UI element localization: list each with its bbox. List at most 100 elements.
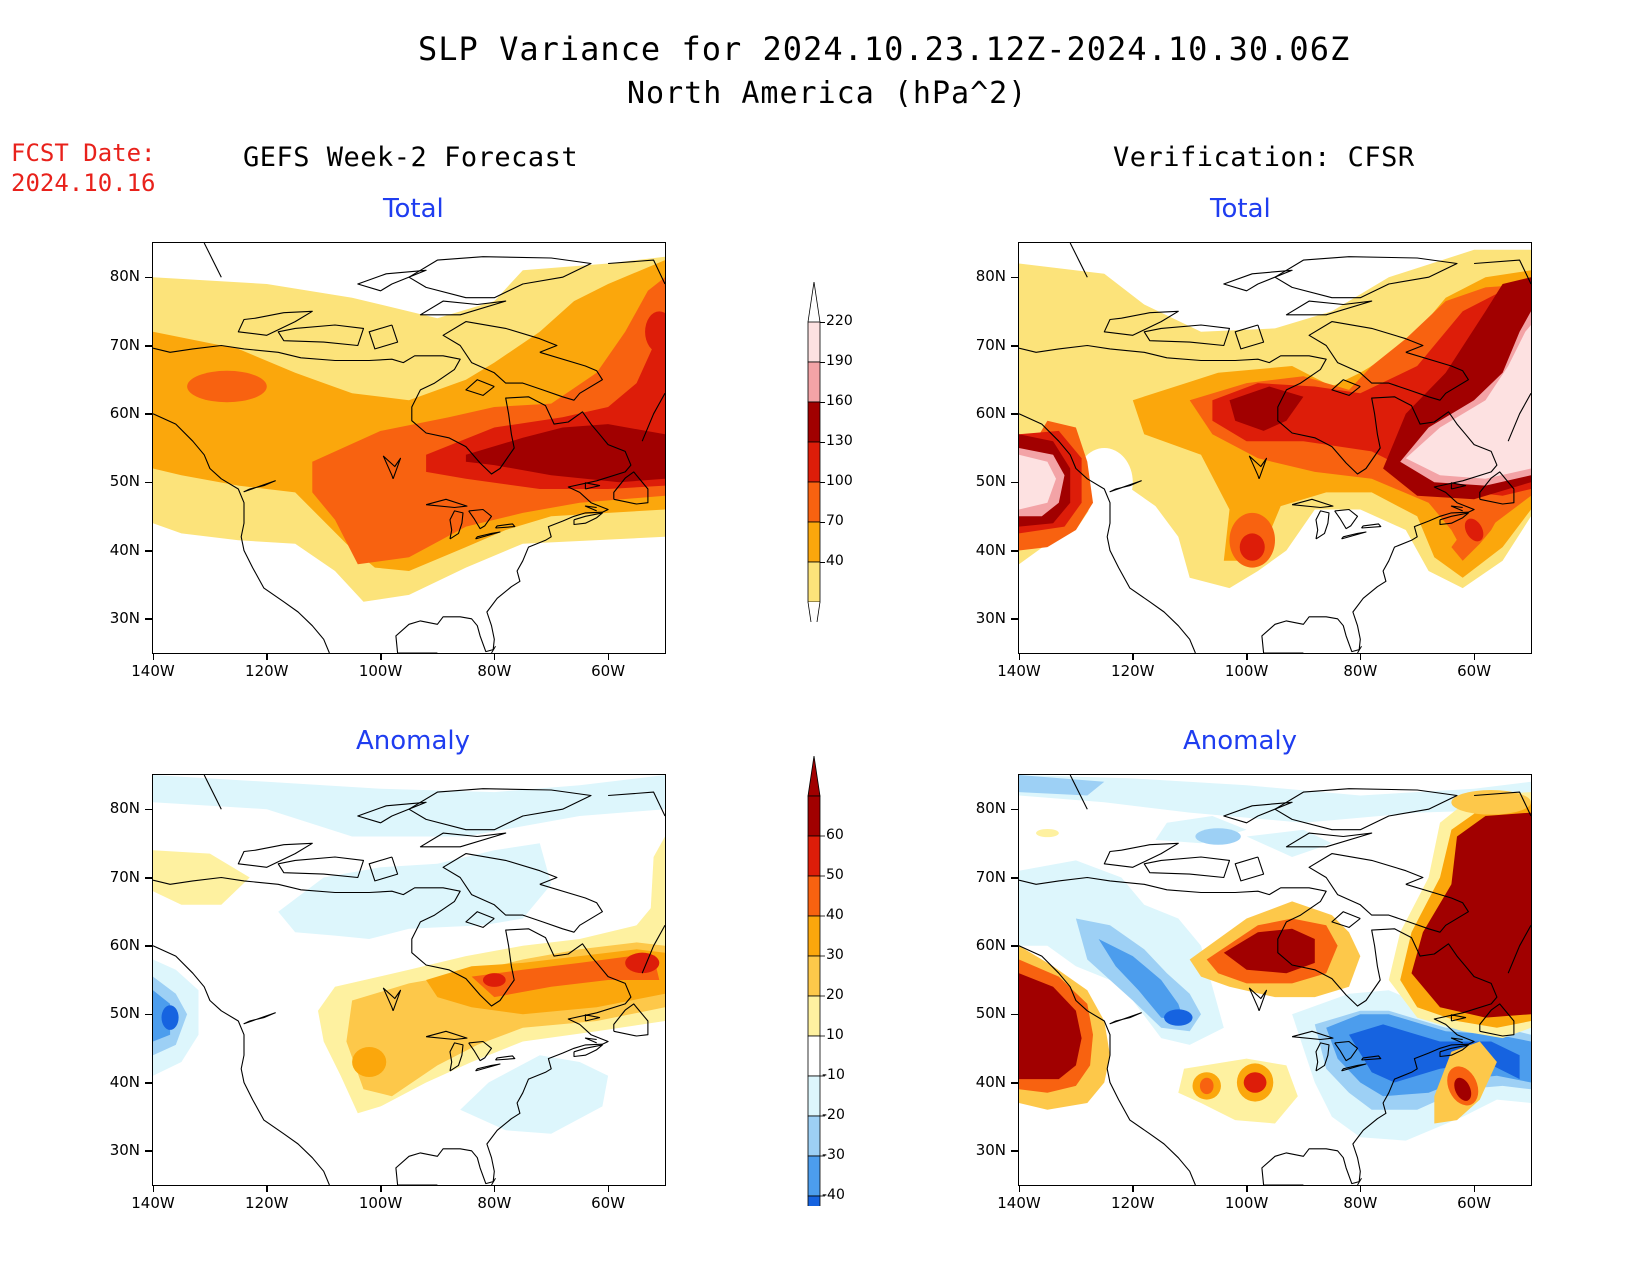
colorbar-tick xyxy=(820,482,825,483)
contour-fill xyxy=(1454,1077,1472,1101)
x-tick xyxy=(1018,1185,1020,1192)
coastline xyxy=(1019,413,1196,653)
right-column-title: Verification: CFSR xyxy=(1113,142,1415,173)
contour-fill xyxy=(1246,829,1332,857)
x-tick xyxy=(266,1185,268,1192)
y-tick xyxy=(1011,1013,1018,1016)
coastline xyxy=(465,911,495,928)
contour-fill xyxy=(1019,973,1082,1080)
contour-fills xyxy=(1019,775,1531,1141)
colorbar-segment xyxy=(807,481,821,523)
coastline xyxy=(153,876,632,1185)
coastlines xyxy=(153,775,665,1185)
contour-fill xyxy=(278,843,552,939)
coastline xyxy=(419,300,507,316)
x-tick xyxy=(1018,653,1020,660)
y-tick xyxy=(145,808,152,811)
colorbar-segment xyxy=(807,401,821,443)
x-tick-label: 60W xyxy=(591,662,626,680)
coastline xyxy=(1315,510,1330,540)
y-tick-label: 30N xyxy=(109,608,140,627)
coastline xyxy=(573,512,603,526)
coastline xyxy=(1103,842,1179,868)
x-tick-label: 140W xyxy=(131,662,175,680)
left-column-title: GEFS Week-2 Forecast xyxy=(243,142,579,173)
y-tick xyxy=(145,1150,152,1152)
colorbar-segment xyxy=(807,1155,821,1197)
x-tick-label: 120W xyxy=(245,1194,289,1212)
x-tick xyxy=(493,653,496,660)
coastline xyxy=(203,775,222,810)
coastline xyxy=(1474,259,1531,285)
coastline xyxy=(237,310,313,336)
contour-fills xyxy=(1019,249,1531,589)
coastline xyxy=(465,379,495,396)
coastline xyxy=(1341,531,1367,540)
fcst-date-label: FCST Date: xyxy=(11,139,156,167)
coastline xyxy=(1234,856,1265,882)
map-svg-fcst-total xyxy=(153,243,665,653)
coastline xyxy=(1223,269,1293,292)
y-tick xyxy=(145,345,152,347)
y-tick-label: 80N xyxy=(109,799,140,818)
x-tick xyxy=(152,1185,154,1192)
colorbar-anomaly-label: 20 xyxy=(826,987,844,1003)
contour-fills xyxy=(153,256,665,602)
x-tick xyxy=(1246,1185,1248,1192)
coastline xyxy=(1450,1037,1463,1044)
y-tick xyxy=(1011,413,1018,415)
x-tick-label: 60W xyxy=(591,1194,626,1212)
contour-fill xyxy=(1164,1009,1193,1026)
coastline xyxy=(1331,379,1361,396)
colorbar-tick xyxy=(820,442,825,443)
coastline xyxy=(584,482,601,490)
map-panel-fcst-anomaly xyxy=(152,774,666,1186)
x-tick-label: 100W xyxy=(1224,662,1269,680)
x-tick-label: 80W xyxy=(1343,1194,1378,1212)
x-tick xyxy=(493,1185,496,1192)
x-tick xyxy=(1473,1185,1476,1192)
x-tick-label: 80W xyxy=(1343,662,1378,680)
x-tick-label: 80W xyxy=(477,1194,512,1212)
colorbar-segment xyxy=(807,835,821,877)
anomaly-colorbar xyxy=(807,756,825,1206)
coastline xyxy=(1439,1044,1469,1058)
coastline xyxy=(1274,788,1458,831)
x-tick xyxy=(380,1185,382,1192)
y-tick-label: 70N xyxy=(109,867,140,886)
coastline xyxy=(491,1177,496,1185)
coastlines xyxy=(153,243,665,653)
x-tick xyxy=(607,1185,610,1192)
coastline xyxy=(368,324,399,350)
panel-title-fcst-anomaly: Anomaly xyxy=(356,726,471,756)
x-tick-label: 80W xyxy=(477,662,512,680)
x-tick-label: 140W xyxy=(997,662,1041,680)
coastline xyxy=(237,842,313,868)
coastline xyxy=(468,1040,493,1062)
colorbar-segment xyxy=(807,995,821,1037)
y-tick-label: 50N xyxy=(975,472,1006,491)
colorbar-total-label: 40 xyxy=(826,553,844,569)
x-tick xyxy=(607,653,610,660)
contour-fill xyxy=(161,1005,179,1030)
map-svg-fcst-anomaly xyxy=(153,775,665,1185)
contour-fill xyxy=(1243,1072,1267,1093)
colorbar-tick xyxy=(820,402,825,403)
coastline xyxy=(1341,1063,1367,1072)
coastline xyxy=(1143,856,1231,879)
coastline xyxy=(419,832,507,848)
y-tick-label: 70N xyxy=(975,335,1006,354)
x-tick-label: 60W xyxy=(1457,1194,1492,1212)
contour-fill xyxy=(1019,775,1105,796)
coastline xyxy=(1308,321,1469,401)
y-tick-label: 30N xyxy=(975,1140,1006,1159)
panel-title-fcst-total: Total xyxy=(383,194,444,224)
panel-title-verif-total: Total xyxy=(1210,194,1271,224)
y-tick xyxy=(145,877,152,879)
coastline xyxy=(613,1003,649,1037)
coastline xyxy=(425,1030,468,1041)
colorbar-arrow-top xyxy=(807,756,821,797)
chart-subtitle: North America (hPa^2) xyxy=(627,76,1028,111)
x-tick xyxy=(152,653,154,660)
contour-fill xyxy=(645,311,665,353)
